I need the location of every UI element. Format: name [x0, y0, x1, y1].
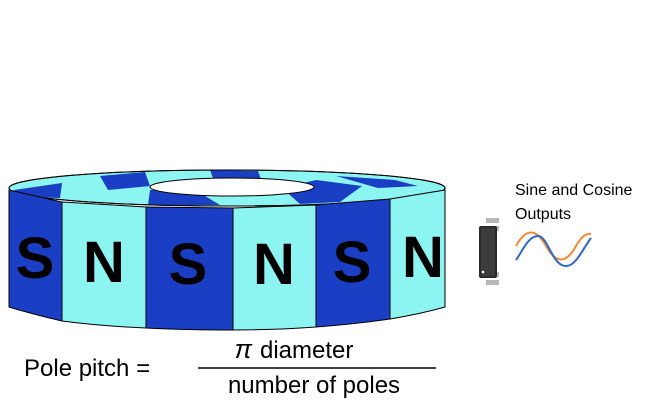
pi-symbol: π: [235, 334, 253, 364]
top-face-sector: [100, 172, 150, 190]
top-face-sector: [336, 176, 418, 188]
pole-label: S: [16, 226, 55, 291]
output-label-line2: Outputs: [515, 206, 571, 223]
chip-pin: [486, 218, 499, 223]
pole-label: N: [253, 232, 295, 297]
pole-segment-6: [389, 189, 446, 320]
top-face-sector: [148, 190, 220, 205]
output-label-line1: Sine and Cosine: [515, 182, 633, 199]
pole-pitch-formula: Pole pitch = π diameter number of poles: [24, 334, 436, 399]
chip-dot: [481, 270, 485, 274]
top-face-outline: [8, 169, 446, 207]
chip-highlight: [481, 228, 495, 276]
sine-cosine-wave-icon: [515, 231, 592, 268]
formula-numerator: diameter: [260, 337, 353, 364]
formula-denominator: number of poles: [228, 372, 400, 399]
pole-label: S: [169, 232, 208, 297]
ic-chip-icon: [479, 218, 499, 285]
sine-wave: [515, 234, 592, 268]
pole-label: N: [83, 230, 125, 295]
pole-label: S: [333, 230, 372, 295]
cosine-wave: [515, 231, 592, 261]
pole-label: N: [402, 225, 444, 290]
ring-magnet: S N S N S N: [8, 169, 446, 331]
ring-inner-hole: [149, 177, 315, 197]
chip-pin: [486, 280, 499, 285]
formula-lhs: Pole pitch =: [24, 355, 150, 382]
